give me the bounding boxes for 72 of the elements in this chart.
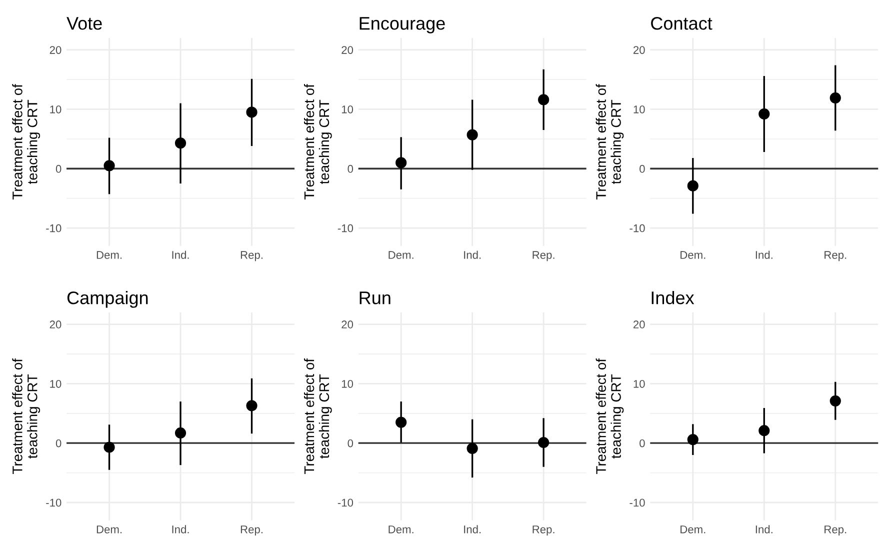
- y-tick-label: 20: [633, 46, 645, 54]
- y-tick-label: -10: [46, 224, 62, 232]
- y-tick-label: -10: [630, 498, 645, 507]
- point: [758, 108, 770, 120]
- x-tick-label: Ind.: [464, 250, 481, 259]
- x-tick-label: Ind.: [172, 525, 189, 534]
- point: [396, 157, 407, 168]
- y-tick-label: 0: [348, 164, 354, 173]
- x-tick-label: Rep.: [824, 251, 846, 262]
- y-axis-title: Treatment effect of teaching CRT: [596, 84, 624, 200]
- x-tick-label: Rep.: [532, 251, 554, 262]
- point: [174, 427, 186, 439]
- x-tick-label: Rep.: [240, 251, 262, 262]
- y-tick-label: 10: [50, 380, 62, 388]
- chart-title: Vote: [66, 17, 102, 30]
- x-tick-label: Dem.: [96, 526, 122, 534]
- y-tick-label: -10: [338, 498, 354, 507]
- x-tick-label: Dem.: [96, 251, 122, 259]
- point: [246, 106, 258, 118]
- x-tick-label: Ind.: [756, 525, 772, 534]
- chart-title: Run: [360, 292, 390, 304]
- point: [758, 425, 770, 436]
- point: [396, 416, 407, 428]
- y-tick-label: 0: [56, 439, 62, 448]
- y-tick-label: -10: [338, 224, 354, 232]
- x-tick-label: Ind.: [756, 250, 772, 259]
- y-axis-title: Treatment effect of teaching CRT: [304, 84, 332, 200]
- point: [466, 442, 478, 454]
- point: [538, 94, 550, 106]
- x-tick-label: Dem.: [680, 526, 706, 534]
- y-tick-label: 10: [634, 380, 645, 388]
- y-tick-label: 0: [640, 439, 645, 448]
- chart-title: Encourage: [360, 17, 445, 34]
- chart-title: Index: [652, 290, 694, 304]
- y-axis-title: Treatment effect of teaching CRT: [12, 84, 40, 200]
- y-tick-label: -10: [630, 224, 645, 232]
- x-tick-label: Dem.: [388, 251, 414, 259]
- y-axis-title: Treatment effect of teaching CRT: [12, 358, 40, 474]
- point: [466, 129, 478, 140]
- y-tick-label: 10: [342, 380, 354, 388]
- y-tick-label: 20: [50, 320, 62, 328]
- y-tick-label: 20: [50, 46, 62, 54]
- x-tick-label: Rep.: [824, 526, 846, 536]
- y-tick-label: 20: [633, 320, 645, 328]
- y-tick-label: 20: [342, 46, 354, 54]
- x-tick-label: Rep.: [240, 526, 262, 536]
- chart-title: Contact: [651, 17, 712, 30]
- y-tick-label: 0: [640, 164, 645, 173]
- x-tick-label: Ind.: [464, 525, 481, 534]
- point: [246, 400, 258, 412]
- y-tick-label: 10: [50, 105, 62, 114]
- y-tick-label: 10: [342, 105, 354, 114]
- y-tick-label: 0: [56, 164, 62, 173]
- point: [830, 395, 841, 406]
- point: [104, 160, 115, 172]
- chart-title: Campaign: [67, 290, 148, 308]
- point: [104, 442, 115, 453]
- x-tick-label: Rep.: [532, 526, 554, 536]
- x-tick-label: Ind.: [172, 250, 189, 259]
- x-tick-label: Dem.: [388, 526, 414, 534]
- y-tick-label: -10: [46, 498, 62, 507]
- point: [687, 434, 698, 446]
- y-tick-label: 0: [348, 439, 354, 448]
- y-axis-title: Treatment effect of teaching CRT: [304, 358, 332, 474]
- point: [687, 180, 698, 192]
- x-tick-label: Dem.: [680, 251, 706, 259]
- y-tick-label: 20: [342, 320, 354, 328]
- y-axis-title: Treatment effect of teaching CRT: [596, 358, 624, 474]
- point: [174, 138, 186, 149]
- point: [830, 92, 841, 104]
- y-tick-label: 10: [634, 105, 645, 114]
- point: [538, 436, 550, 448]
